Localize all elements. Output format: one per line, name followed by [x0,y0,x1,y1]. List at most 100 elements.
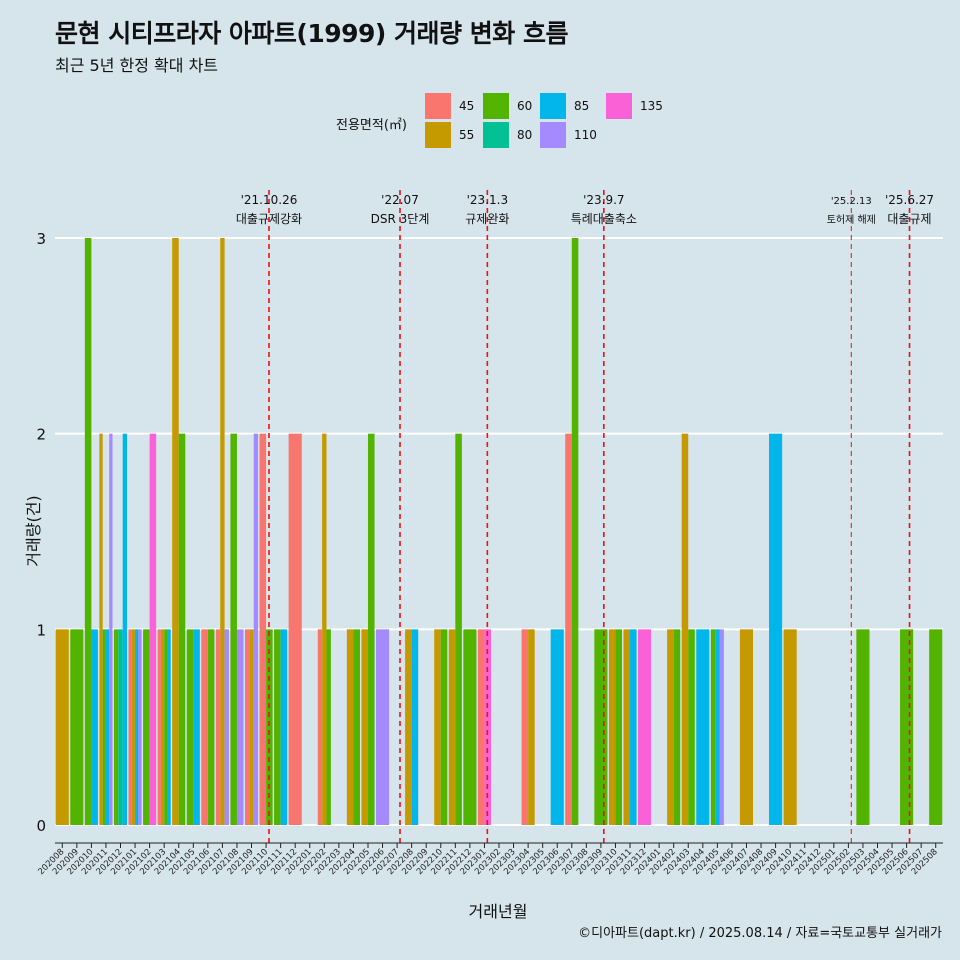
bar-202404-85 [696,629,710,825]
bar-202010-85 [91,629,98,825]
bar-202310-60 [615,629,623,825]
bar-202304-45 [521,629,529,825]
bar-202011-60 [102,629,106,825]
bar-202410-55 [783,629,797,825]
bar-202402-55 [667,629,674,825]
bar-202104-60 [178,433,186,825]
bar-202211-55 [448,629,456,825]
bar-202301-45 [477,629,485,825]
bar-202110-60 [266,629,273,825]
bar-202101-85 [135,629,139,825]
bar-202107-45 [215,629,221,825]
bar-202204-55 [346,629,354,825]
bar-202109-55 [249,629,254,825]
bar-202112-45 [288,433,302,825]
bar-202403-55 [681,433,689,825]
bar-202111-60 [274,629,281,825]
bar-202211-60 [455,433,462,825]
bar-202403-60 [688,629,695,825]
bar-202503-60 [856,629,870,825]
bar-202103-60 [164,629,168,825]
bar-202307-60 [571,238,579,825]
bar-202009-60 [70,629,84,825]
bar-202306-85 [550,629,564,825]
bar-202008-55 [55,629,69,825]
bar-202012-80 [118,629,123,825]
bar-202109-45 [244,629,250,825]
bar-202103-45 [157,629,161,825]
event-label: 대출규제 [887,212,931,226]
source-caption: ©디아파트(dapt.kr) / 2025.08.14 / 자료=국토교통부 실… [578,926,942,941]
bar-202405-60 [710,629,716,825]
bar-202106-60 [207,629,215,825]
bar-202011-110 [109,433,113,825]
event-date: '21.10.26 [241,193,298,207]
bar-202011-85 [105,629,110,825]
event-date: '25.6.27 [885,193,934,207]
bar-202311-85 [630,629,637,825]
bar-202012-60 [113,629,119,825]
bar-202103-85 [167,629,171,825]
bar-202108-110 [236,629,244,825]
bar-202212-60 [463,629,477,825]
bar-202107-110 [224,629,229,825]
bar-202103-55 [160,629,165,825]
bar-202208-55 [405,629,412,825]
y-tick-label: 0 [36,817,46,835]
event-date: '25.2.13 [831,196,872,207]
bar-202210-60 [440,629,448,825]
bar-202311-55 [623,629,631,825]
bar-202011-55 [99,433,103,825]
bar-202307-45 [565,433,572,825]
bar-202506-60 [900,629,914,825]
bars [55,238,943,825]
bar-202312-135 [638,629,652,825]
bar-202405-110 [719,629,724,825]
bar-202202-45 [317,629,323,825]
x-axis-label: 거래년월 [468,902,528,921]
bar-202301-135 [484,629,491,825]
bar-202101-55 [131,629,136,825]
event-date: '22.07 [381,193,419,207]
chart-subtitle: 최근 5년 한정 확대 차트 [55,56,219,75]
bar-202102-60 [143,629,150,825]
bar-202012-85 [122,433,128,825]
bar-202202-55 [322,433,327,825]
bar-202405-85 [715,629,720,825]
bar-202106-45 [201,629,208,825]
event-date: '23.9.7 [583,193,624,207]
y-tick-label: 2 [36,426,46,444]
event-lines [268,190,911,843]
bar-202402-60 [673,629,681,825]
bar-202102-135 [149,433,157,825]
event-date: '23.1.3 [467,193,508,207]
bar-202101-110 [138,629,142,825]
bar-202010-60 [84,238,92,825]
y-tick-label: 3 [36,230,46,248]
y-tick-label: 1 [36,621,46,639]
event-annotations: '21.10.26 대출규제강화 '22.07 DSR 3단계 '23.1.3 규제완화 '… [236,193,934,226]
bar-202409-85 [769,433,783,825]
x-axis: 2020082020092020102020112020122021012021… [36,842,943,877]
bar-202204-60 [353,629,360,825]
bar-202104-55 [172,238,179,825]
bar-202110-45 [259,433,267,825]
bar-202508-60 [929,629,943,825]
y-tick-labels: 0 1 2 3 [36,230,46,835]
bar-202208-85 [411,629,419,825]
bar-202202-60 [326,629,331,825]
bar-202310-55 [608,629,616,825]
bar-202105-60 [186,629,194,825]
event-label: 규제완화 [465,212,509,226]
bar-202210-55 [434,629,441,825]
bar-202107-55 [220,238,225,825]
bar-202407-55 [739,629,754,825]
bar-202304-55 [528,629,535,825]
bar-202206-110 [375,629,390,825]
event-label: 토허제 해제 [827,213,876,226]
bar-202309-60 [594,629,608,825]
bar-202205-55 [361,629,368,825]
bar-202111-85 [280,629,288,825]
bar-202109-110 [253,433,259,825]
